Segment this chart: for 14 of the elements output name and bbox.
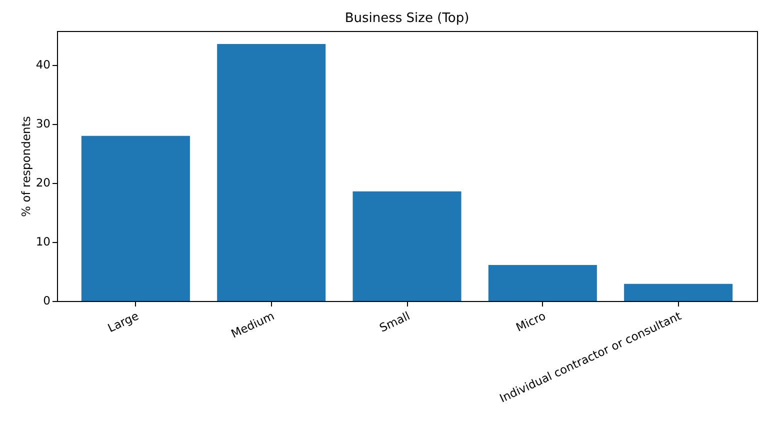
y-tick-label: 20	[36, 176, 50, 190]
y-axis-title: % of respondents	[18, 116, 33, 217]
bar	[352, 191, 462, 301]
chart-title: Business Size (Top)	[344, 11, 470, 26]
y-tick-label: 10	[36, 234, 50, 249]
bar	[624, 284, 733, 301]
bar	[81, 136, 190, 301]
y-tick-label: 30	[36, 116, 50, 131]
bar	[217, 44, 326, 301]
y-tick-label: 40	[36, 58, 50, 72]
bar	[488, 265, 597, 301]
x-tick-label: Large	[106, 308, 141, 336]
x-tick-label: Micro	[514, 308, 548, 334]
y-tick-label: 0	[43, 294, 50, 308]
